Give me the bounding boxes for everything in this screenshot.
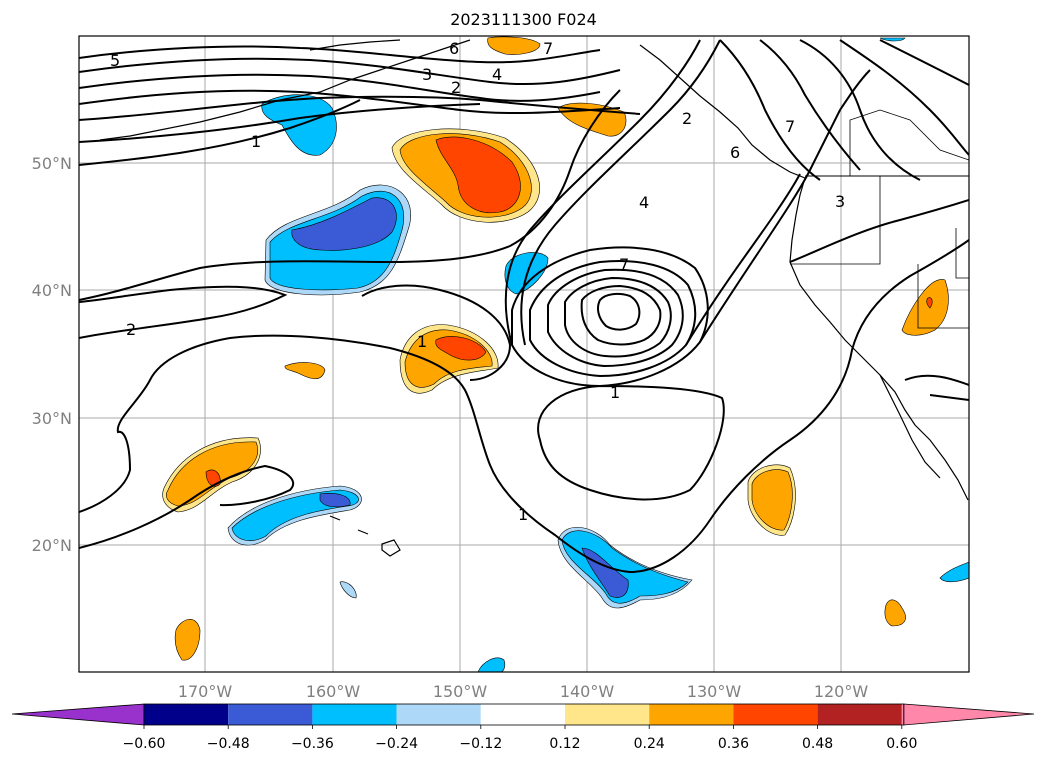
anomaly-positive [901, 279, 949, 336]
anomaly-positive [435, 136, 521, 214]
contour-label: 1 [251, 132, 261, 151]
colorbar: −0.60 −0.48 −0.36 −0.24 −0.12 0.12 0.24 … [11, 703, 1035, 752]
lon-label: 150°W [433, 682, 488, 701]
contour-label: 3 [835, 192, 845, 211]
lon-label: 160°W [306, 682, 361, 701]
lon-label: 140°W [560, 682, 615, 701]
colorbar-extend-low [11, 703, 145, 726]
colorbar-tick-label: 0.60 [886, 736, 917, 752]
contour-label: 2 [682, 109, 692, 128]
colorbar-tick-label: −0.12 [459, 736, 502, 752]
lon-label: 120°W [814, 682, 869, 701]
contour-label: 7 [543, 39, 553, 58]
colorbar-segment [228, 704, 313, 725]
colorbar-segment [901, 704, 904, 725]
anomaly-positive [751, 469, 793, 531]
height-contours [79, 39, 969, 574]
map-frame [78, 35, 970, 673]
contour-label: 6 [449, 39, 459, 58]
colorbar-tick-label: 0.12 [549, 736, 580, 752]
anomaly-negative [561, 530, 689, 604]
colorbar-segment [649, 704, 734, 725]
colorbar-segment [817, 704, 902, 725]
colorbar-segment [733, 704, 818, 725]
map-title: 2023111300 F024 [450, 10, 597, 29]
contour-label: 3 [422, 65, 432, 84]
colorbar-tick-label: 0.24 [634, 736, 665, 752]
colorbar-tick-label: −0.60 [123, 736, 166, 752]
anomaly-negative [477, 657, 506, 672]
anomaly-negative [291, 197, 397, 251]
contour-label: 6 [730, 143, 740, 162]
anomaly-negative [879, 37, 906, 42]
anomaly-positive [174, 619, 201, 661]
anomaly-negative [939, 561, 969, 583]
lon-label: 170°W [178, 682, 233, 701]
contour-label: 2 [126, 320, 136, 339]
anomaly-negative [339, 581, 357, 599]
colorbar-segment [396, 704, 481, 725]
latitude-labels: 50°N 40°N 30°N 20°N [32, 154, 72, 555]
coastlines [99, 39, 969, 557]
lat-label: 30°N [32, 409, 72, 428]
colorbar-segment [144, 704, 229, 725]
anomaly-positive [284, 362, 326, 380]
contour-label: 1 [610, 383, 620, 402]
anomaly-positive [926, 297, 933, 309]
contour-label: 7 [785, 117, 795, 136]
contour-label: 1 [417, 332, 427, 351]
anomaly-positive [435, 336, 487, 361]
colorbar-tick-label: −0.24 [375, 736, 418, 752]
contour-label: 7 [619, 255, 629, 274]
anomaly-positive [487, 36, 541, 55]
lat-label: 40°N [32, 281, 72, 300]
anomaly-positive [884, 599, 906, 627]
contour-label: 2 [451, 78, 461, 97]
colorbar-tick-label: −0.48 [207, 736, 250, 752]
colorbar-extend-high [903, 703, 1035, 726]
colorbar-segment [565, 704, 650, 725]
contour-label: 4 [639, 193, 649, 212]
contour-label: 1 [518, 505, 528, 524]
map-panel: 5 6 7 3 4 2 1 2 1 4 7 7 3 2 1 1 6 [79, 36, 969, 672]
lon-label: 130°W [687, 682, 742, 701]
anomaly-negative [319, 493, 351, 508]
contour-label: 4 [492, 65, 502, 84]
longitude-labels: 170°W 160°W 150°W 140°W 130°W 120°W [178, 682, 869, 701]
colorbar-tick-label: −0.36 [291, 736, 334, 752]
lat-label: 50°N [32, 154, 72, 173]
colorbar-segment [312, 704, 397, 725]
contour-label: 5 [110, 51, 120, 70]
contour-labels: 5 6 7 3 4 2 1 2 1 4 7 7 3 2 1 1 6 [110, 39, 845, 524]
anomaly-positive [205, 469, 221, 487]
colorbar-tick-label: 0.48 [802, 736, 833, 752]
colorbar-tick-label: 0.36 [718, 736, 749, 752]
colorbar-segment [480, 704, 565, 725]
shaded-anomalies [162, 36, 969, 672]
lat-label: 20°N [32, 536, 72, 555]
